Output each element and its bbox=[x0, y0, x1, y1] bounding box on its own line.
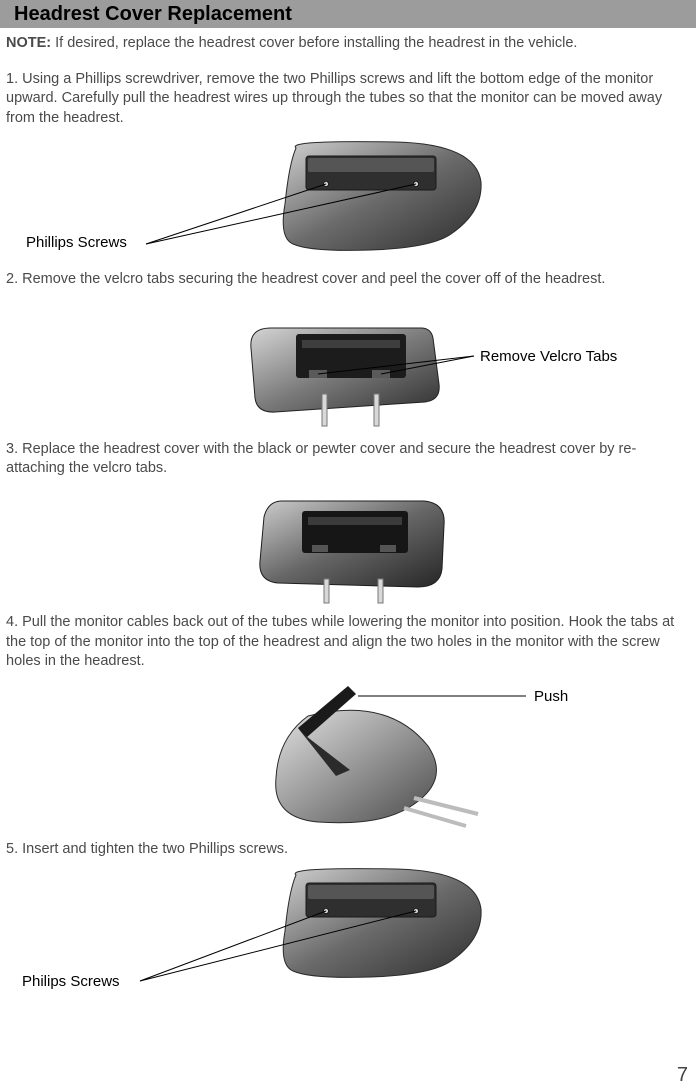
content-area: NOTE: If desired, replace the headrest c… bbox=[0, 28, 696, 993]
step-5: 5. Insert and tighten the two Phillips s… bbox=[6, 840, 690, 860]
figure-4: Push bbox=[6, 680, 690, 832]
headrest-illustration-4 bbox=[6, 680, 686, 832]
title-bar: Headrest Cover Replacement bbox=[0, 0, 696, 28]
note-text: If desired, replace the headrest cover b… bbox=[51, 35, 577, 51]
callout-phillips-screws: Phillips Screws bbox=[26, 234, 127, 251]
figure-3 bbox=[6, 485, 690, 605]
page-number: 7 bbox=[677, 1064, 688, 1087]
step-4: 4. Pull the monitor cables back out of t… bbox=[6, 613, 690, 672]
step-1: 1. Using a Phillips screwdriver, remove … bbox=[6, 70, 690, 129]
figure-2: Remove Velcro Tabs bbox=[6, 304, 690, 432]
headrest-illustration-2 bbox=[6, 304, 686, 432]
note-label: NOTE: bbox=[6, 35, 51, 51]
step-2: 2. Remove the velcro tabs securing the h… bbox=[6, 270, 690, 290]
figure-5: Philips Screws bbox=[6, 865, 690, 993]
callout-push: Push bbox=[534, 688, 568, 705]
headrest-illustration-3 bbox=[6, 485, 686, 605]
callout-remove-velcro: Remove Velcro Tabs bbox=[480, 348, 617, 365]
note-line: NOTE: If desired, replace the headrest c… bbox=[6, 34, 690, 54]
step-3: 3. Replace the headrest cover with the b… bbox=[6, 440, 690, 479]
page-title: Headrest Cover Replacement bbox=[14, 3, 292, 26]
callout-philips-screws-2: Philips Screws bbox=[22, 973, 120, 990]
figure-1: Phillips Screws bbox=[6, 134, 690, 262]
